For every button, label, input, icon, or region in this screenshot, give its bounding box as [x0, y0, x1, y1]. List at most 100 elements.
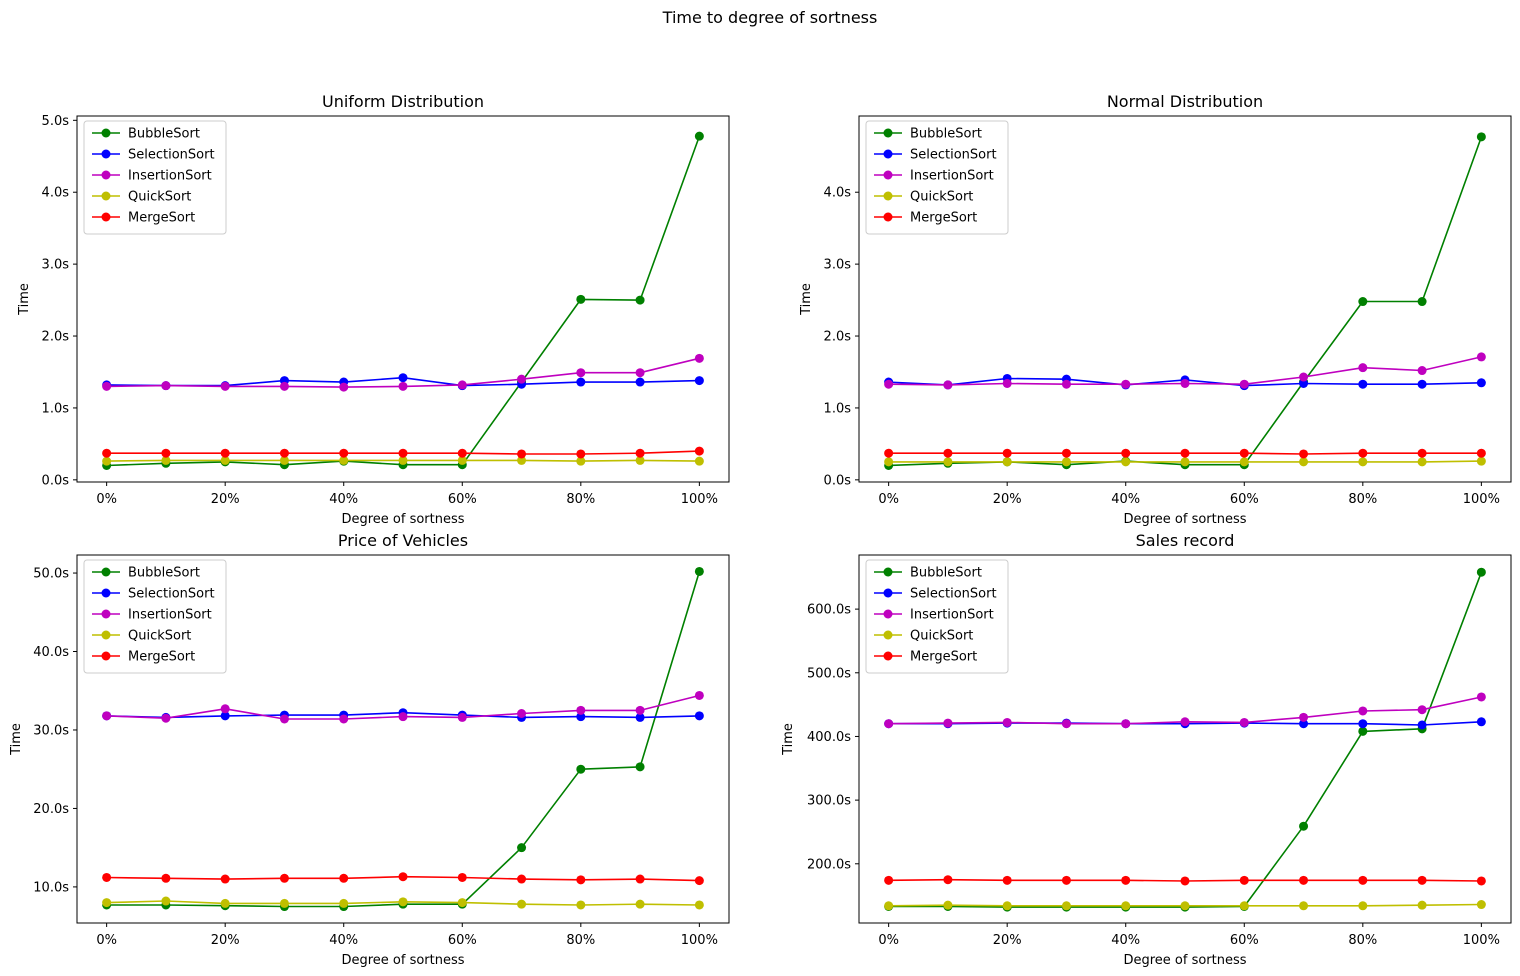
data-point — [1002, 378, 1012, 388]
data-point — [1239, 457, 1249, 467]
legend: BubbleSort SelectionSort InsertionSort Quic… — [865, 120, 1009, 235]
data-point — [102, 872, 112, 882]
data-point — [884, 719, 894, 729]
data-point — [1239, 901, 1249, 911]
legend-marker — [883, 630, 893, 640]
legend-entry-mergesort: MergeSort — [910, 650, 977, 665]
data-point — [1121, 448, 1131, 458]
data-point — [517, 374, 527, 384]
legend-entry-insertionsort: InsertionSort — [910, 608, 994, 623]
data-point — [1417, 705, 1427, 715]
data-point — [398, 448, 408, 458]
data-point — [1299, 719, 1309, 729]
data-point — [1061, 379, 1071, 389]
legend-marker — [883, 588, 893, 598]
data-point — [1061, 875, 1071, 885]
legend-entry-bubblesort: BubbleSort — [128, 566, 200, 581]
y-tick-label: 10.0s — [33, 880, 69, 895]
data-point — [635, 448, 645, 458]
data-point — [517, 455, 527, 465]
x-axis-label: Degree of sortness — [341, 512, 464, 527]
x-tick-label: 20% — [993, 933, 1022, 948]
data-point — [339, 448, 349, 458]
legend-box — [865, 120, 1009, 235]
y-tick-label: 200.0s — [807, 857, 851, 872]
data-point — [576, 764, 586, 774]
data-point — [517, 874, 527, 884]
data-point — [102, 898, 112, 908]
legend: BubbleSort SelectionSort InsertionSort Quic… — [83, 120, 227, 235]
data-point — [517, 843, 527, 853]
x-tick-label: 80% — [566, 492, 595, 507]
data-point — [339, 455, 349, 465]
y-axis-label: Time — [17, 283, 32, 316]
axes-frame — [76, 554, 730, 924]
x-tick-label: 40% — [329, 933, 358, 948]
data-point — [1299, 372, 1309, 382]
y-tick-label: 4.0s — [42, 186, 70, 201]
data-point — [1476, 717, 1486, 727]
x-tick-label: 40% — [1111, 492, 1140, 507]
x-axis-label: Degree of sortness — [341, 953, 464, 968]
x-tick-label: 100% — [1463, 492, 1500, 507]
data-point — [1476, 132, 1486, 142]
legend-entry-quicksort: QuickSort — [128, 190, 191, 205]
data-point — [1417, 297, 1427, 307]
data-point — [398, 373, 408, 383]
data-point — [339, 898, 349, 908]
data-point — [220, 448, 230, 458]
subplot-3: Price of Vehicles Degree of sortness Time 0… — [9, 531, 730, 968]
data-point — [1358, 719, 1368, 729]
axes-frame — [76, 115, 730, 483]
data-point — [1476, 692, 1486, 702]
data-point — [694, 566, 704, 576]
data-point — [1061, 719, 1071, 729]
y-tick-label: 30.0s — [33, 723, 69, 738]
data-point — [1476, 567, 1486, 577]
figure-title: Time to degree of sortness — [662, 8, 878, 27]
data-point — [694, 456, 704, 466]
data-point — [943, 900, 953, 910]
data-point — [1299, 901, 1309, 911]
y-tick-label: 40.0s — [33, 645, 69, 660]
data-point — [943, 875, 953, 885]
data-point — [1358, 448, 1368, 458]
data-point — [1358, 726, 1368, 736]
data-point — [1358, 297, 1368, 307]
data-point — [161, 873, 171, 883]
x-tick-label: 60% — [1230, 492, 1259, 507]
data-point — [220, 704, 230, 714]
data-point — [1061, 901, 1071, 911]
legend-marker — [883, 609, 893, 619]
data-point — [398, 712, 408, 722]
x-tick-label: 20% — [993, 492, 1022, 507]
x-tick-label: 40% — [1111, 933, 1140, 948]
data-point — [576, 705, 586, 715]
data-point — [1476, 900, 1486, 910]
data-point — [1358, 457, 1368, 467]
x-tick-label: 0% — [878, 492, 899, 507]
data-point — [694, 876, 704, 886]
x-tick-label: 20% — [211, 492, 240, 507]
x-tick-label: 60% — [1230, 933, 1259, 948]
data-point — [220, 874, 230, 884]
data-point — [1002, 901, 1012, 911]
data-point — [102, 448, 112, 458]
data-point — [457, 872, 467, 882]
data-point — [1061, 457, 1071, 467]
data-point — [517, 899, 527, 909]
legend-marker — [101, 630, 111, 640]
y-axis-label: Time — [9, 723, 24, 756]
y-tick-label: 5.0s — [42, 114, 70, 129]
data-point — [884, 457, 894, 467]
data-point — [635, 712, 645, 722]
legend-marker — [883, 212, 893, 222]
data-point — [279, 898, 289, 908]
y-axis-label: Time — [799, 283, 814, 316]
y-tick-label: 20.0s — [33, 802, 69, 817]
data-point — [1299, 821, 1309, 831]
data-point — [576, 377, 586, 387]
y-tick-label: 1.0s — [42, 401, 70, 416]
data-point — [1002, 875, 1012, 885]
